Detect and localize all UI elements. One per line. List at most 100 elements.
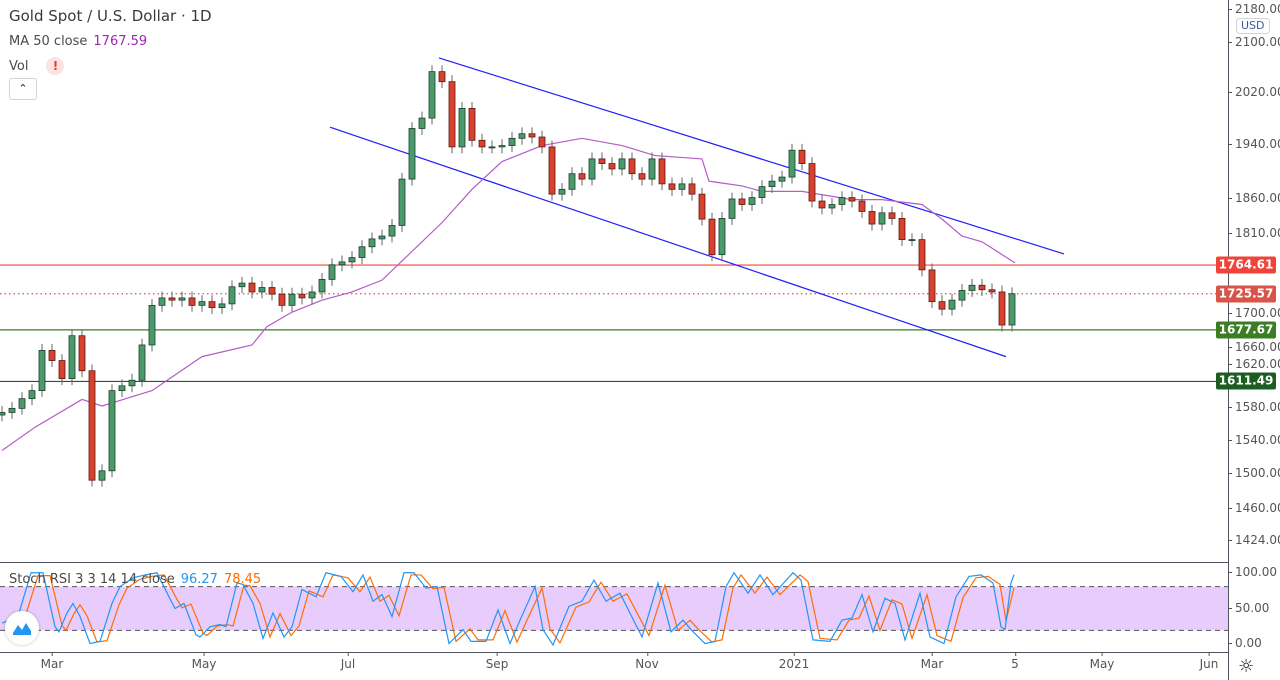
candle-body	[478, 139, 486, 148]
candle-body	[918, 239, 926, 271]
price-tick: 2180.00	[1228, 2, 1280, 16]
candle-body	[128, 379, 136, 387]
candle	[678, 177, 686, 196]
candle	[248, 276, 256, 299]
candle	[198, 295, 206, 312]
price-tick: 1460.00	[1228, 501, 1280, 515]
candle	[658, 152, 666, 191]
candle-body	[298, 293, 306, 299]
stoch-label: Stoch RSI 3 3 14 14 close	[9, 572, 175, 587]
candle-body	[188, 297, 196, 306]
ma-value: 1767.59	[93, 34, 148, 49]
collapse-legend-button[interactable]: ⌃	[9, 78, 37, 100]
time-tick: May	[1089, 652, 1115, 671]
candle	[1008, 287, 1016, 332]
candle	[628, 152, 636, 181]
candle-body	[758, 186, 766, 198]
candle	[608, 157, 616, 176]
price-axis[interactable]	[1228, 0, 1280, 680]
candle	[238, 276, 246, 294]
candle	[548, 140, 556, 201]
candle	[448, 75, 456, 154]
symbol-title[interactable]: Gold Spot / U.S. Dollar · 1D	[9, 7, 212, 25]
candle-body	[268, 287, 276, 295]
candle	[978, 278, 986, 297]
candle-body	[908, 239, 916, 242]
candle	[78, 329, 86, 378]
candle-body	[148, 304, 156, 346]
candle	[368, 232, 376, 254]
candle-body	[58, 360, 66, 380]
candle-body	[38, 349, 46, 392]
candle	[928, 263, 936, 309]
candle	[578, 167, 586, 186]
candle	[418, 111, 426, 135]
candle-body	[68, 335, 76, 380]
stoch-k-line	[1, 571, 1015, 647]
candle-body	[988, 289, 996, 293]
candle-body	[0, 412, 6, 416]
candle-body	[818, 200, 826, 209]
candle-body	[778, 176, 786, 182]
candle	[668, 177, 676, 196]
candle-body	[278, 293, 286, 306]
candle	[138, 338, 146, 387]
candle-body	[338, 261, 346, 266]
candle	[908, 233, 916, 247]
price-chart[interactable]	[0, 0, 1228, 562]
candle	[518, 127, 526, 145]
candle-body	[568, 173, 576, 190]
candle-body	[828, 204, 836, 209]
vol-legend[interactable]: Vol!	[9, 57, 65, 75]
level-price-label: 1725.57	[1216, 285, 1276, 303]
candle	[558, 182, 566, 201]
candle	[758, 180, 766, 205]
candle-body	[788, 149, 796, 178]
candle	[538, 130, 546, 154]
candle-body	[688, 183, 696, 195]
candle	[598, 152, 606, 171]
warning-icon[interactable]: !	[46, 57, 65, 75]
candle	[148, 298, 156, 352]
channel-upper-line	[438, 57, 1065, 255]
candle-body	[158, 297, 166, 306]
candle-body	[368, 238, 376, 248]
price-tick: 2100.00	[1228, 35, 1280, 49]
candle	[738, 192, 746, 211]
candle	[938, 295, 946, 316]
candle-body	[88, 370, 96, 481]
time-tick: Mar	[920, 652, 944, 671]
candle	[98, 464, 106, 487]
time-tick: Mar	[40, 652, 64, 671]
candle-body	[138, 344, 146, 381]
candle	[28, 384, 36, 406]
settings-gear-icon[interactable]: ☼	[1238, 656, 1255, 677]
pane-separator[interactable]	[0, 562, 1228, 563]
channel-lower-line	[329, 126, 1007, 358]
ma-legend[interactable]: MA 50 close 1767.59	[9, 34, 147, 49]
stoch-tick: 50.00	[1227, 601, 1270, 615]
logo-icon	[13, 623, 31, 635]
candle	[58, 354, 66, 386]
tradingview-logo[interactable]	[5, 611, 39, 645]
time-tick: Nov	[635, 652, 659, 671]
stoch-rsi-pane[interactable]	[0, 562, 1228, 652]
candle	[458, 102, 466, 154]
candle	[298, 287, 306, 305]
candle	[778, 170, 786, 188]
candle	[968, 278, 976, 297]
candle	[688, 177, 696, 201]
candle	[468, 102, 476, 147]
price-tick: 1700.00	[1228, 306, 1280, 320]
candle-body	[358, 246, 366, 258]
ma-label: MA 50 close	[9, 34, 88, 49]
candle-body	[718, 218, 726, 256]
currency-button[interactable]: USD	[1236, 18, 1270, 34]
candle	[318, 273, 326, 299]
candle-body	[168, 297, 176, 301]
candle	[88, 364, 96, 487]
candle-body	[628, 158, 636, 175]
time-tick: Sep	[485, 652, 509, 671]
stoch-legend[interactable]: Stoch RSI 3 3 14 14 close 96.27 78.45	[9, 572, 261, 587]
candle	[358, 240, 366, 264]
